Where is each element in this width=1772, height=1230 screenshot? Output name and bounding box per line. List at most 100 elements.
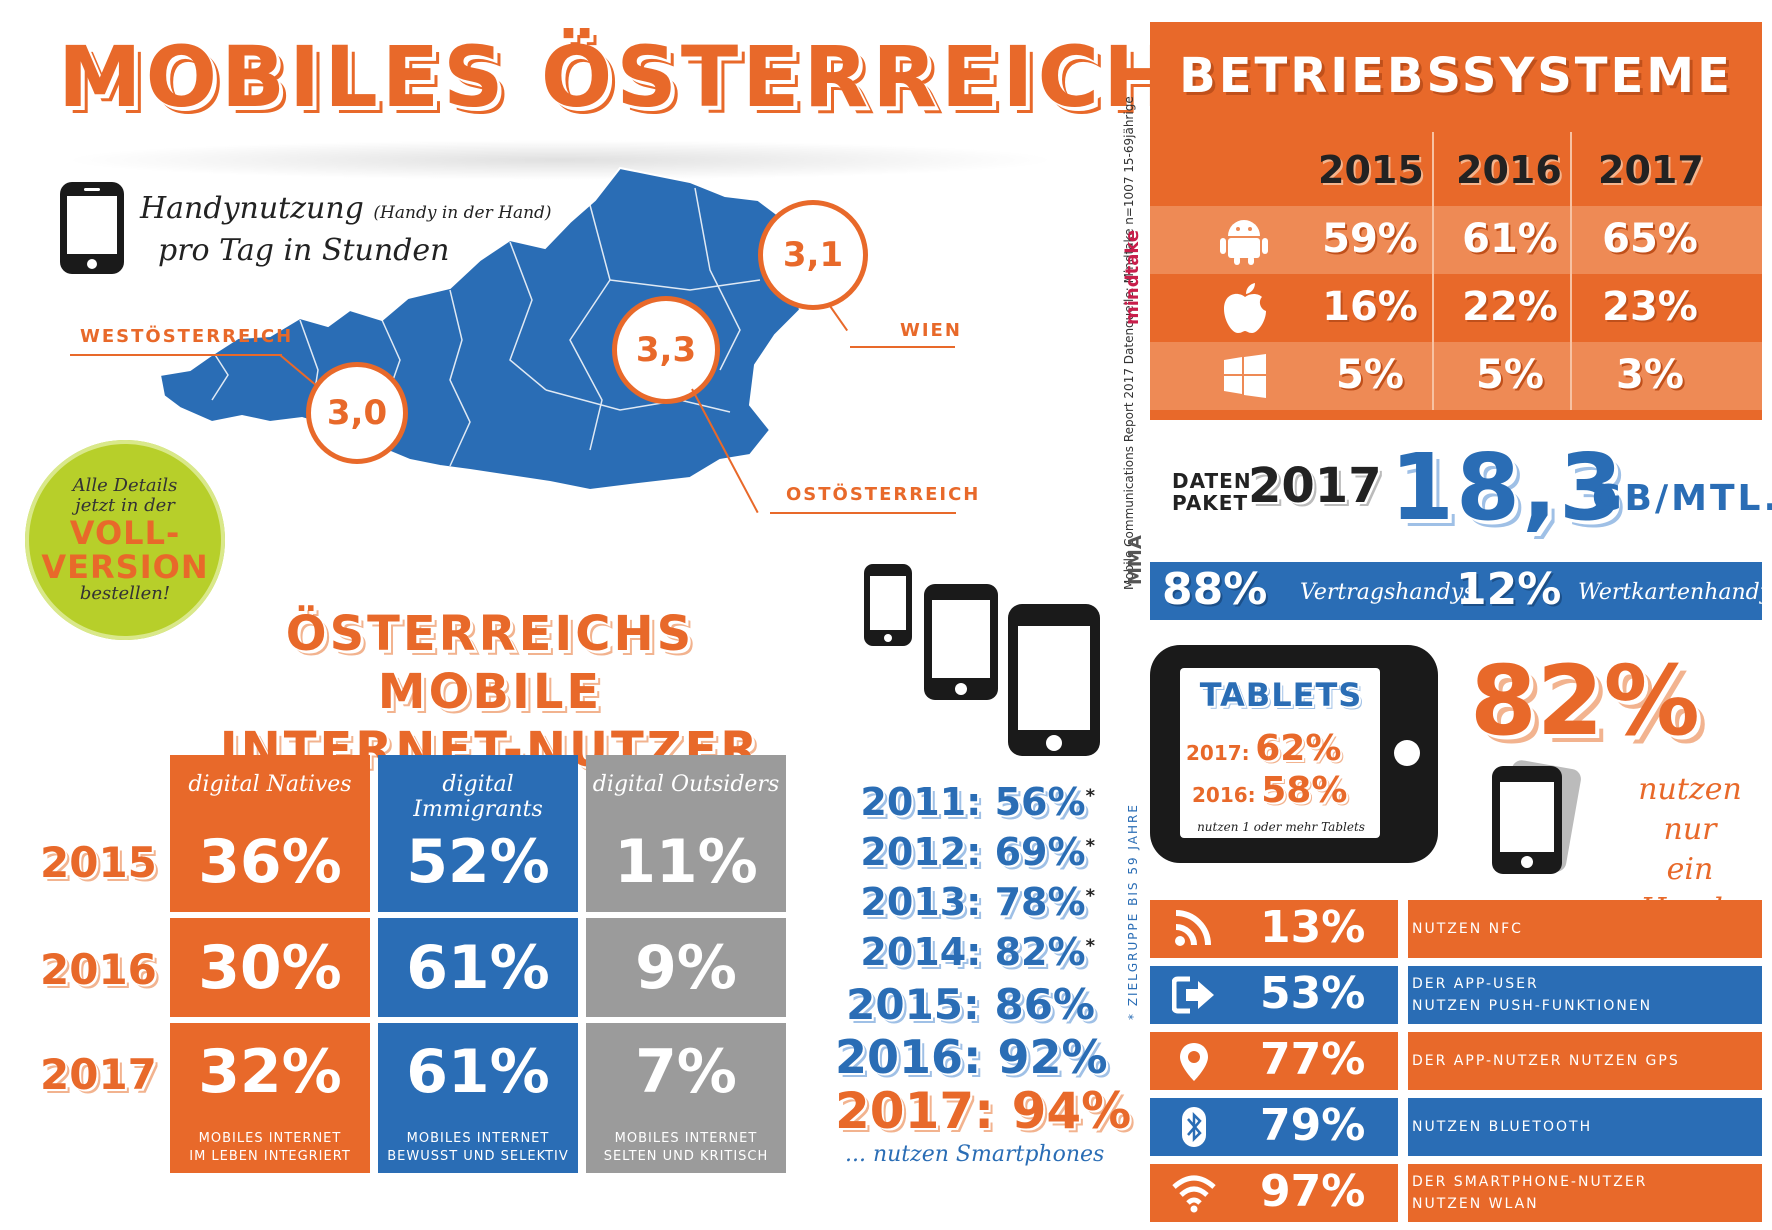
timeline-row-highlight: 2017: 94%	[835, 1082, 1131, 1140]
timeline-star: *	[1085, 785, 1095, 807]
feature-text: NUTZEN BLUETOOTH	[1412, 1116, 1592, 1138]
timeline-year: 2015:	[846, 980, 980, 1029]
smartphone-small-icon	[864, 564, 912, 646]
feature-text-line2: NUTZEN PUSH-FUNKTIONEN	[1412, 998, 1653, 1014]
tablets-2016-label: 2016:	[1192, 783, 1256, 807]
timeline-year: 2012:	[860, 830, 982, 874]
timeline-value: 94%	[1011, 1082, 1132, 1140]
feature-row-bluetooth: 79% NUTZEN BLUETOOTH	[1150, 1098, 1762, 1156]
tablets-title: TABLETS	[1199, 676, 1363, 714]
badge-line3: VOLL-	[69, 514, 181, 552]
westoesterreich-label: WESTÖSTERREICH	[80, 326, 294, 347]
tablets-footer: nutzen 1 oder mehr Tablets	[1197, 820, 1365, 834]
vertragshandys-value: 88%	[1162, 564, 1268, 615]
timeline-value: 78%	[994, 880, 1086, 924]
feature-text: DER APP-USER NUTZEN PUSH-FUNKTIONEN	[1412, 973, 1652, 1017]
timeline-year: 2011:	[860, 780, 982, 824]
os-android-2015: 59%	[1322, 216, 1418, 262]
datenpaket-label: DATEN PAKET	[1172, 470, 1252, 514]
vertrag-bar	[1150, 562, 1762, 620]
os-apple-2015: 16%	[1322, 284, 1418, 330]
smartphone-large-icon	[1008, 604, 1100, 756]
timeline-row: 2011: 56%*	[835, 780, 1095, 824]
feature-value: 79%	[1260, 1100, 1366, 1151]
timeline-row: 2014: 82%*	[835, 930, 1095, 974]
feature-separator	[1398, 900, 1408, 958]
footer-natives-line1: MOBILES INTERNET	[198, 1131, 342, 1146]
timeline-year: 2017:	[835, 1082, 995, 1140]
os-windows-2015: 5%	[1336, 352, 1404, 398]
nfc-icon	[1175, 910, 1211, 946]
feature-value: 53%	[1260, 968, 1366, 1019]
westoesterreich-value: 3,0	[306, 362, 408, 464]
column-header-outsiders: digital Outsiders	[592, 772, 780, 797]
digital-natives-column	[170, 755, 370, 1173]
push-icon	[1172, 976, 1214, 1014]
os-year-2016: 2016	[1456, 148, 1562, 192]
datenpaket-value: 18,3	[1390, 434, 1625, 541]
timeline-value: 82%	[994, 930, 1086, 974]
feature-separator	[1398, 1098, 1408, 1156]
digital-immigrants-column	[378, 755, 578, 1173]
feature-text-line1: DER SMARTPHONE-NUTZER	[1412, 1174, 1648, 1190]
vollversion-badge[interactable]: Alle Details jetzt in der VOLL- VERSION …	[25, 440, 225, 640]
feature-row-nfc: 13% NUTZEN NFC	[1150, 900, 1762, 958]
handy-caption: Handynutzung (Handy in der Hand) pro Tag…	[140, 190, 552, 270]
smartphones-illustration	[864, 564, 1100, 756]
os-windows-2016: 5%	[1476, 352, 1544, 398]
os-divider	[1570, 132, 1572, 410]
feature-text-line1: DER APP-USER	[1412, 976, 1539, 992]
wertkartenhandys-value: 12%	[1456, 564, 1562, 615]
timeline-star: *	[1085, 935, 1095, 957]
os-apple-2017: 23%	[1602, 284, 1698, 330]
cell-outsiders-2015: 11%	[614, 827, 758, 897]
footer-outsiders-line2: SELTEN UND KRITISCH	[603, 1149, 769, 1164]
feature-row-gps: 77% DER APP-NUTZER NUTZEN GPS	[1150, 1032, 1762, 1090]
tablets-2017-value: 62%	[1255, 728, 1342, 769]
badge-line4: VERSION	[41, 548, 209, 586]
column-header-immigrants: digital Immigrants	[413, 772, 543, 822]
cell-natives-2016: 30%	[198, 933, 342, 1003]
wien-label: WIEN	[900, 320, 962, 341]
wien-leader-line	[850, 346, 955, 348]
mindtake-logo: mindtake	[1122, 229, 1143, 325]
mma-logo: MMA	[1125, 535, 1146, 585]
feature-separator	[1398, 1032, 1408, 1090]
digital-outsiders-column	[586, 755, 786, 1173]
smartphone-timeline-caption: ... nutzen Smartphones	[845, 1142, 1105, 1167]
bluetooth-icon	[1182, 1107, 1206, 1147]
timeline-year: 2013:	[860, 880, 982, 924]
footer-outsiders-line1: MOBILES INTERNET	[614, 1131, 758, 1146]
smartphone-icon	[60, 182, 124, 274]
datenpaket-year: 2017	[1248, 458, 1382, 514]
os-apple-2016: 22%	[1462, 284, 1558, 330]
datenpaket-label-line2: PAKET	[1172, 491, 1249, 515]
timeline-value: 56%	[994, 780, 1086, 824]
datenpaket-label-line1: DATEN	[1172, 469, 1252, 493]
datenpaket-unit: GB/MTL.	[1592, 478, 1772, 519]
vertragshandys-label: Vertragshandys	[1300, 580, 1475, 605]
gps-icon	[1180, 1043, 1208, 1081]
row-year-2017: 2017	[40, 1050, 157, 1099]
android-icon	[1220, 220, 1268, 265]
feature-text: DER SMARTPHONE-NUTZER NUTZEN WLAN	[1412, 1171, 1647, 1215]
feature-separator	[1398, 1164, 1408, 1222]
feature-value: 77%	[1260, 1034, 1366, 1085]
feature-text-line1: NUTZEN BLUETOOTH	[1412, 1119, 1593, 1135]
zielgruppe-note: * ZIELGRUPPE BIS 59 JAHRE	[1126, 780, 1144, 1020]
column-footer-natives: MOBILES INTERNET IM LEBEN INTEGRIERT	[170, 1130, 370, 1166]
timeline-value: 92%	[997, 1030, 1108, 1084]
footer-natives-line2: IM LEBEN INTEGRIERT	[189, 1149, 351, 1164]
tablets-2017: 2017: 62%	[1186, 728, 1341, 769]
handy-caption-note: (Handy in der Hand)	[373, 203, 552, 223]
feature-value: 13%	[1260, 902, 1366, 953]
timeline-row: 2012: 69%*	[835, 830, 1095, 874]
handy-caption-line1: Handynutzung	[140, 191, 364, 226]
cell-outsiders-2017: 7%	[635, 1037, 737, 1107]
cell-immigrants-2017: 61%	[406, 1037, 550, 1107]
cell-outsiders-2016: 9%	[635, 933, 737, 1003]
windows-icon	[1224, 354, 1266, 398]
feature-text-line1: NUTZEN NFC	[1412, 921, 1523, 937]
os-android-2016: 61%	[1462, 216, 1558, 262]
zielgruppe-text: * ZIELGRUPPE BIS 59 JAHRE	[1126, 803, 1140, 1020]
